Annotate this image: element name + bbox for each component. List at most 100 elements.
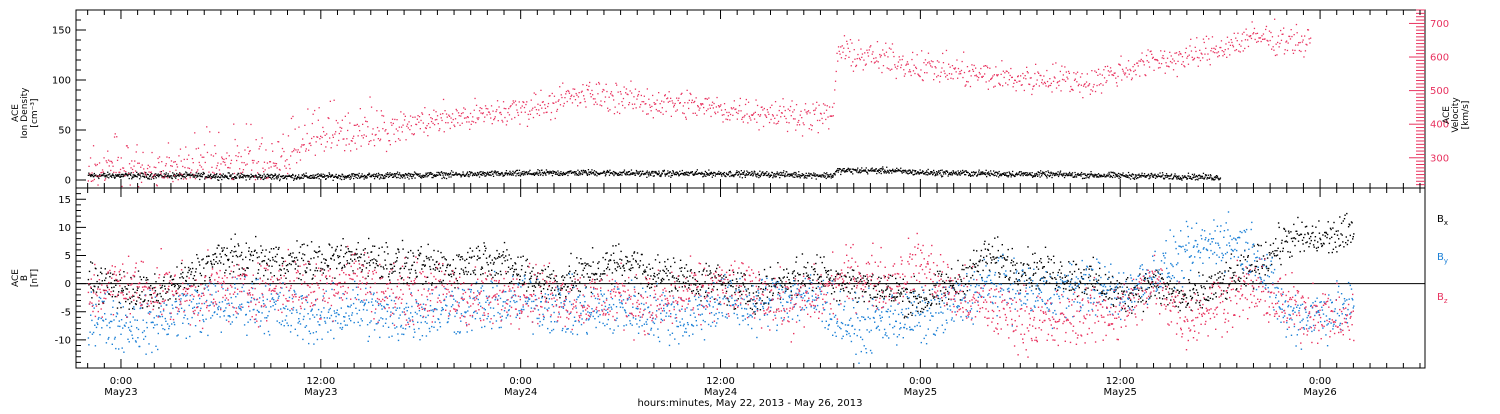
data-point — [1102, 75, 1103, 76]
data-point — [544, 104, 545, 105]
data-point — [201, 275, 202, 276]
data-point — [613, 253, 614, 254]
data-point — [1116, 174, 1117, 175]
data-point — [633, 252, 634, 253]
data-point — [609, 97, 610, 98]
data-point — [940, 170, 941, 171]
data-point — [376, 110, 377, 111]
data-point — [562, 288, 563, 289]
data-point — [229, 155, 230, 156]
data-point — [923, 171, 924, 172]
data-point — [675, 111, 676, 112]
data-point — [796, 104, 797, 105]
data-point — [882, 166, 883, 167]
data-point — [729, 119, 730, 120]
data-point — [985, 172, 986, 173]
data-point — [224, 177, 225, 178]
data-point — [575, 270, 576, 271]
data-point — [416, 124, 417, 125]
data-point — [605, 259, 606, 260]
data-point — [796, 173, 797, 174]
data-point — [352, 270, 353, 271]
data-point — [1045, 85, 1046, 86]
data-point — [469, 174, 470, 175]
data-point — [1222, 50, 1223, 51]
data-point — [144, 172, 145, 173]
data-point — [236, 264, 237, 265]
data-point — [952, 65, 953, 66]
data-point — [959, 172, 960, 173]
data-point — [1138, 60, 1139, 61]
data-point — [556, 111, 557, 112]
data-point — [635, 175, 636, 176]
data-point — [1104, 77, 1105, 78]
data-point — [1204, 177, 1205, 178]
data-point — [723, 174, 724, 175]
data-point — [458, 256, 459, 257]
data-point — [878, 171, 879, 172]
data-point — [190, 268, 191, 269]
data-point — [579, 171, 580, 172]
data-point — [367, 126, 368, 127]
data-point — [219, 169, 220, 170]
data-point — [1093, 176, 1094, 177]
data-point — [340, 127, 341, 128]
data-point — [242, 172, 243, 173]
data-point — [295, 175, 296, 176]
data-point — [1306, 44, 1307, 45]
data-point — [535, 94, 536, 95]
data-point — [462, 123, 463, 124]
data-point — [430, 256, 431, 257]
data-point — [891, 69, 892, 70]
data-point — [759, 116, 760, 117]
data-point — [324, 263, 325, 264]
data-point — [456, 255, 457, 256]
data-point — [612, 245, 613, 246]
data-point — [1036, 173, 1037, 174]
data-point — [672, 100, 673, 101]
data-point — [278, 247, 279, 248]
data-point — [875, 62, 876, 63]
data-point — [943, 173, 944, 174]
data-point — [625, 174, 626, 175]
data-point — [1088, 177, 1089, 178]
data-point — [1037, 71, 1038, 72]
data-point — [342, 174, 343, 175]
data-point — [173, 284, 174, 285]
data-point — [410, 115, 411, 116]
data-point — [1197, 57, 1198, 58]
data-point — [696, 115, 697, 116]
data-point — [1193, 175, 1194, 176]
data-point — [727, 119, 728, 120]
data-point — [362, 173, 363, 174]
data-point — [745, 104, 746, 105]
data-point — [920, 76, 921, 77]
data-point — [737, 113, 738, 114]
data-point — [458, 112, 459, 113]
data-point — [1170, 61, 1171, 62]
data-point — [837, 170, 838, 171]
data-point — [1217, 56, 1218, 57]
data-point — [629, 102, 630, 103]
data-point — [634, 104, 635, 105]
data-point — [1181, 180, 1182, 181]
data-point — [90, 261, 91, 262]
data-point — [364, 117, 365, 118]
data-point — [329, 244, 330, 245]
data-point — [316, 177, 317, 178]
data-point — [604, 173, 605, 174]
data-point — [937, 60, 938, 61]
data-point — [1069, 173, 1070, 174]
data-point — [476, 105, 477, 106]
data-point — [205, 178, 206, 179]
data-point — [690, 94, 691, 95]
data-point — [218, 245, 219, 246]
data-point — [857, 54, 858, 55]
data-point — [246, 179, 247, 180]
data-point — [461, 268, 462, 269]
data-point — [271, 266, 272, 267]
data-point — [406, 126, 407, 127]
data-point — [432, 177, 433, 178]
data-point — [111, 287, 112, 288]
data-point — [1005, 82, 1006, 83]
